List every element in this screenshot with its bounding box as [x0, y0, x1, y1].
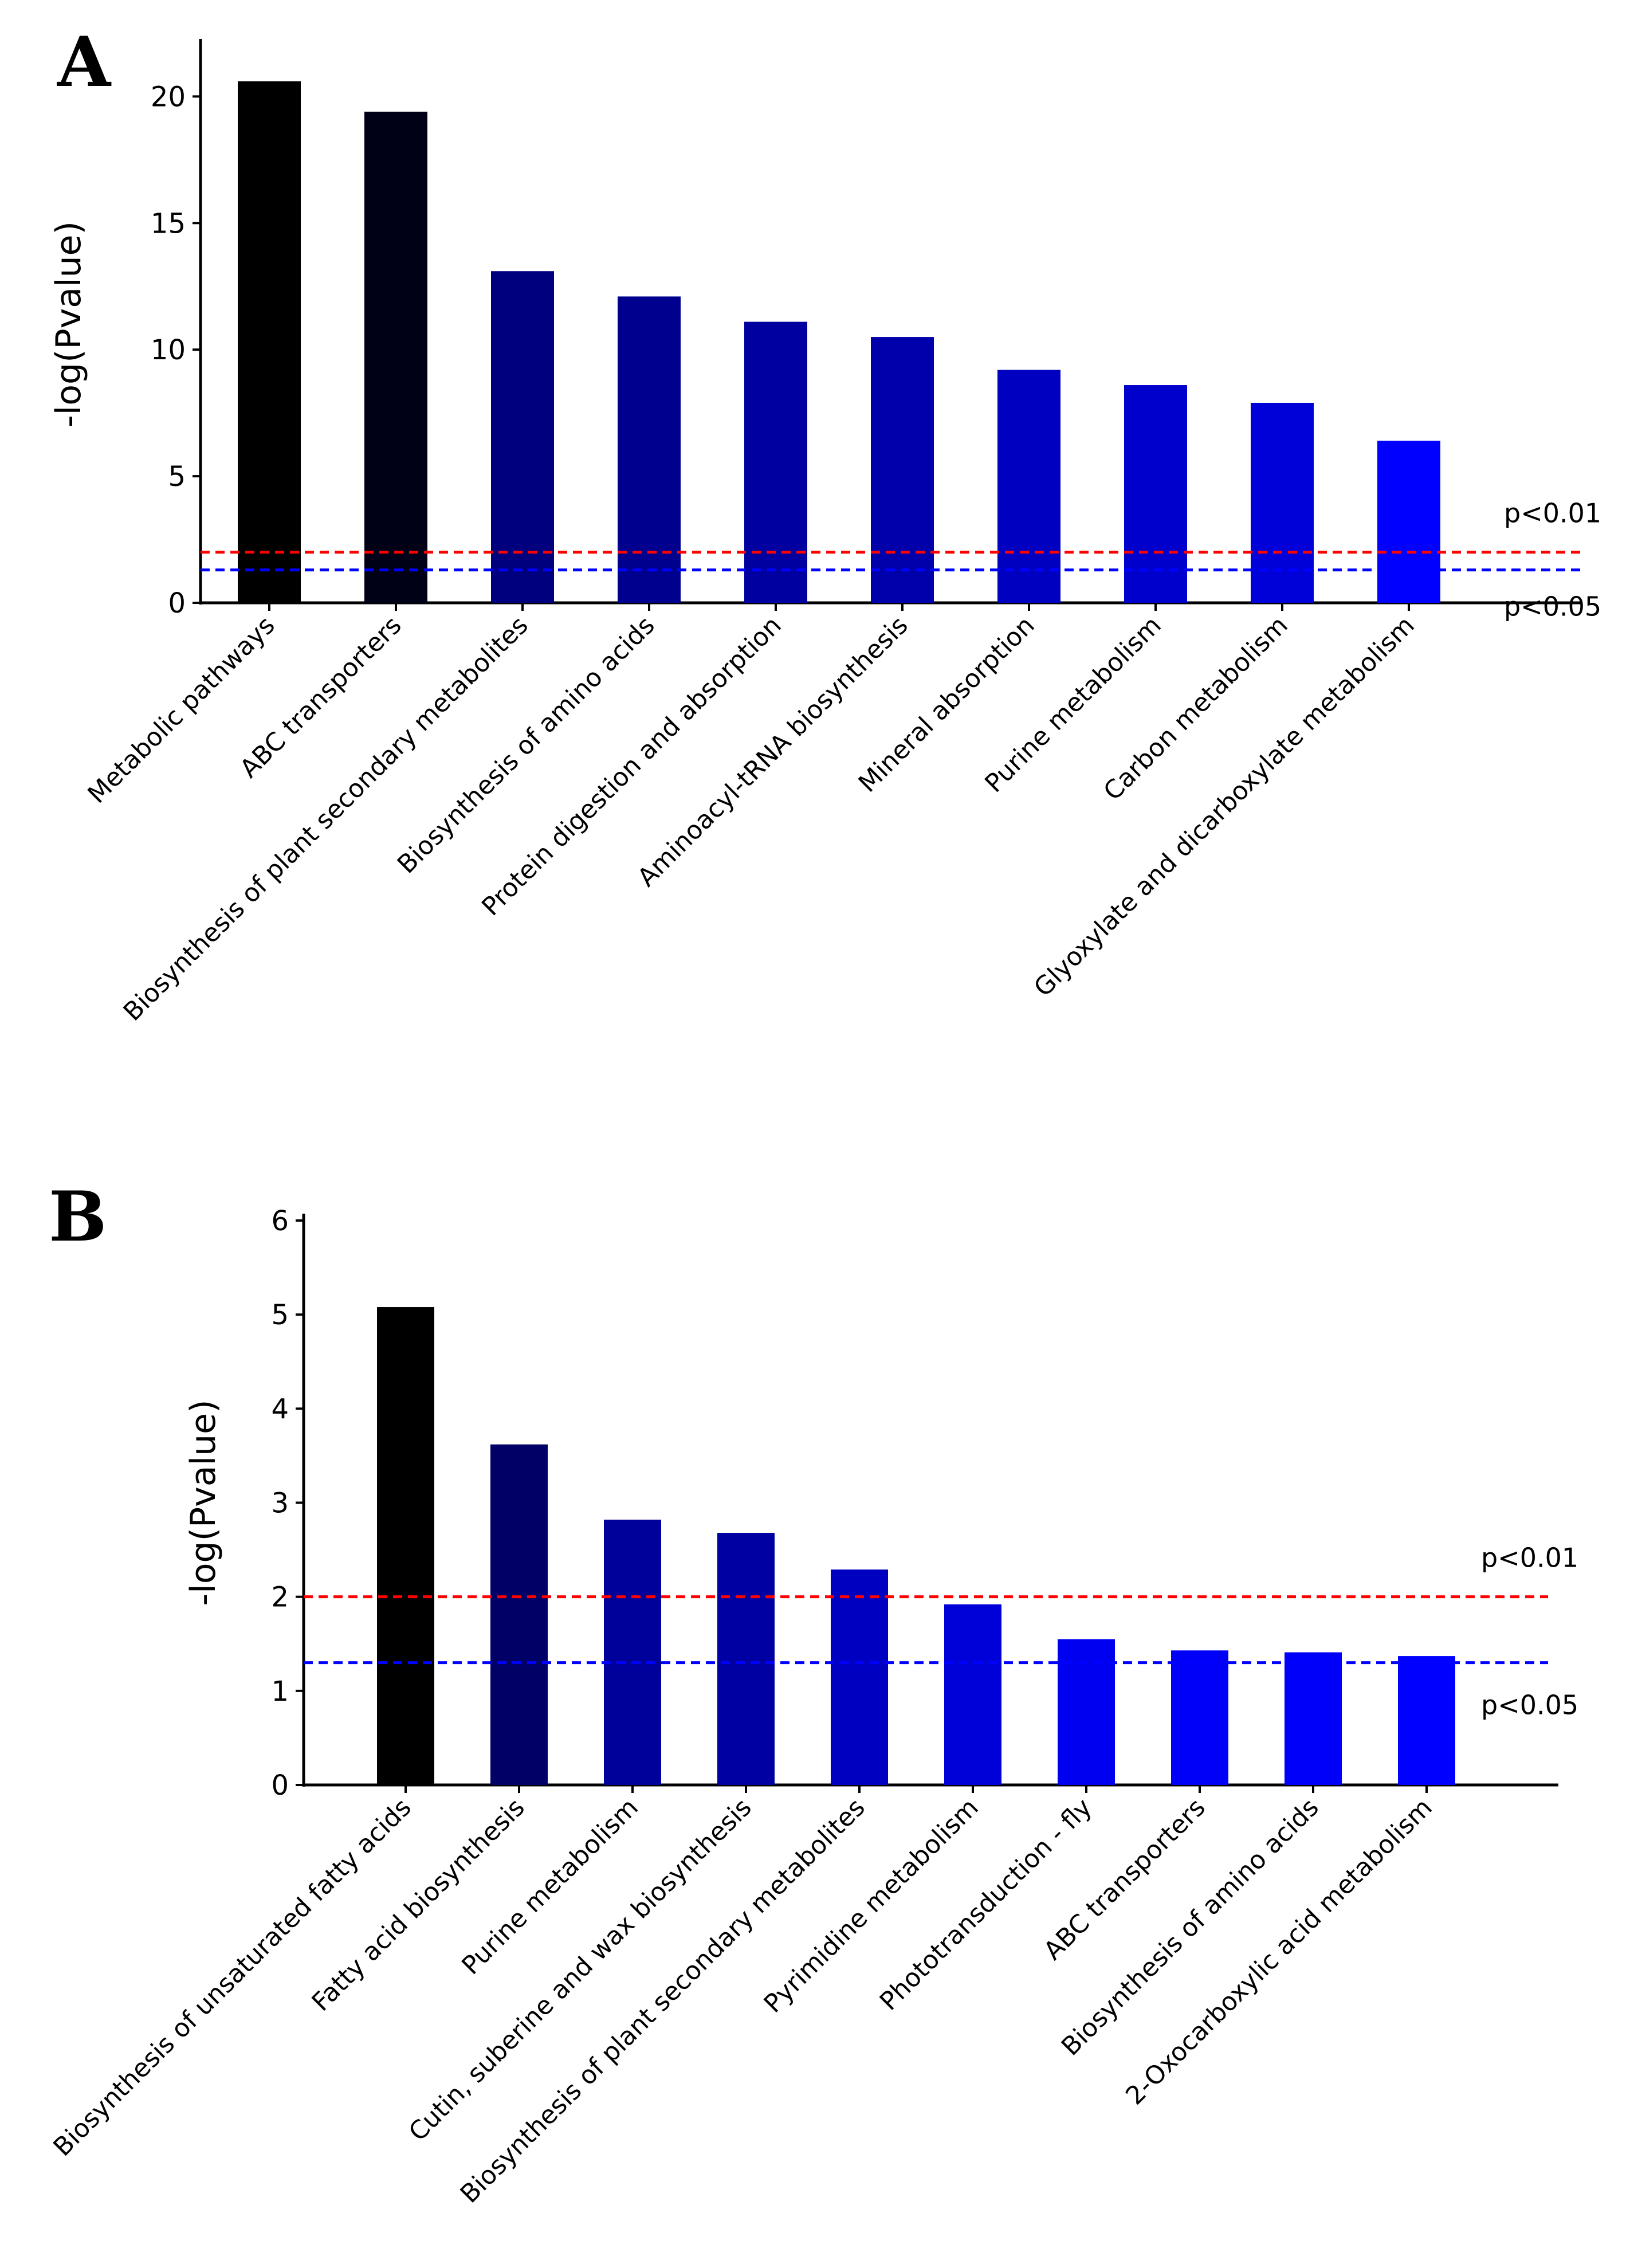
- bar: [944, 1604, 1001, 1785]
- x-tick-label: Biosynthesis of amino acids: [392, 611, 661, 880]
- bar: [871, 337, 934, 603]
- bar: [604, 1520, 661, 1785]
- bar: [717, 1533, 775, 1785]
- panel-letter: A: [57, 22, 112, 103]
- bar: [1058, 1639, 1115, 1785]
- bar: [1251, 402, 1314, 603]
- bar: [1398, 1656, 1455, 1785]
- y-tick-label: 2: [271, 1582, 289, 1614]
- x-tick-label: Fatty acid biosynthesis: [307, 1793, 531, 2017]
- y-tick-label: 5: [168, 461, 186, 493]
- x-tick-label: Phototransduction - fly: [874, 1793, 1098, 2016]
- threshold-label: p<0.05: [1504, 591, 1601, 622]
- y-tick-label: 15: [151, 207, 186, 240]
- bar: [1377, 441, 1440, 603]
- bar: [1285, 1652, 1342, 1785]
- threshold-label: p<0.01: [1504, 498, 1601, 529]
- bar: [744, 321, 807, 603]
- y-tick-label: 0: [271, 1769, 289, 1802]
- x-tick-label: Pyrimidine metabolism: [759, 1793, 984, 2019]
- y-tick-label: 0: [168, 587, 186, 619]
- panel-letter: B: [49, 1176, 107, 1257]
- y-axis-label: -log(Pvalue): [49, 221, 89, 427]
- x-tick-label: Aminoacyl-tRNA biosynthesis: [632, 611, 914, 893]
- bar: [364, 111, 427, 603]
- threshold-label: p<0.05: [1481, 1690, 1578, 1721]
- x-tick-label: Biosynthesis of plant secondary metaboli…: [455, 1793, 871, 2209]
- bar: [377, 1307, 434, 1785]
- y-tick-label: 1: [271, 1676, 289, 1708]
- y-tick-label: 5: [271, 1299, 289, 1331]
- bar: [1124, 385, 1187, 603]
- y-tick-label: 6: [271, 1205, 289, 1237]
- threshold-label: p<0.01: [1481, 1543, 1578, 1574]
- bar: [238, 81, 301, 603]
- y-tick-label: 3: [271, 1488, 289, 1520]
- bar: [1171, 1650, 1228, 1785]
- bar: [491, 271, 554, 603]
- y-tick-label: 20: [151, 81, 186, 113]
- y-axis-label: -log(Pvalue): [183, 1400, 223, 1606]
- bar: [490, 1444, 548, 1785]
- bar: [618, 296, 681, 603]
- y-tick-label: 4: [271, 1393, 289, 1425]
- bar: [997, 370, 1060, 603]
- y-tick-label: 10: [151, 334, 186, 366]
- bar: [831, 1569, 888, 1785]
